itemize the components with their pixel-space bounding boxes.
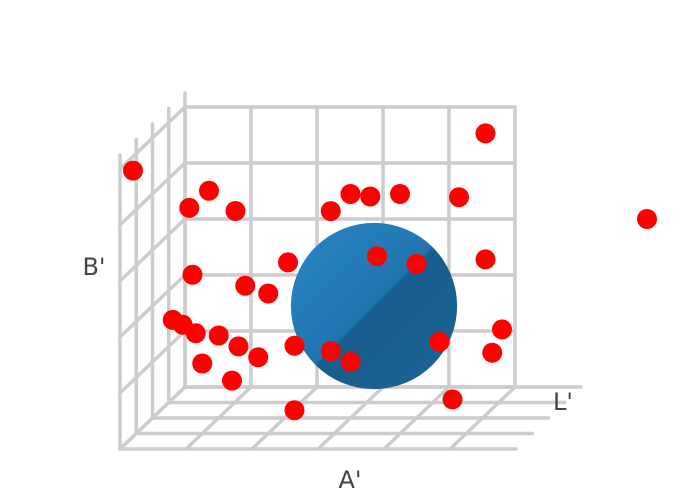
grid — [118, 91, 583, 451]
data-point — [492, 319, 512, 340]
y-axis-label: B' — [82, 253, 105, 281]
data-point — [637, 209, 657, 229]
grid-line — [118, 273, 187, 339]
data-point — [320, 201, 341, 222]
data-point — [192, 353, 213, 374]
data-point — [179, 197, 200, 218]
data-point — [367, 246, 387, 267]
data-point — [284, 400, 305, 421]
data-point — [429, 331, 450, 352]
data-point — [340, 184, 361, 204]
data-point — [248, 347, 269, 368]
data-point — [406, 254, 427, 274]
data-point — [449, 187, 469, 208]
data-point — [228, 336, 249, 357]
data-point — [225, 201, 246, 221]
grid-line — [118, 161, 187, 227]
data-point — [340, 352, 361, 372]
data-point — [235, 275, 256, 296]
data-point — [442, 389, 463, 410]
data-point — [390, 184, 410, 204]
data-point — [185, 323, 206, 344]
data-point — [284, 335, 305, 356]
data-point — [182, 264, 203, 285]
data-point — [222, 370, 242, 391]
data-point — [278, 252, 298, 273]
data-point — [208, 325, 229, 346]
data-point — [123, 160, 143, 181]
data-point — [482, 342, 503, 363]
grid-line — [118, 329, 187, 395]
data-point — [475, 123, 496, 144]
data-point — [320, 341, 341, 362]
grid-line — [118, 385, 187, 451]
points-layer — [123, 123, 657, 421]
data-point — [258, 283, 279, 304]
data-point — [360, 186, 381, 207]
data-point — [199, 180, 219, 201]
z-axis-label: L' — [553, 388, 573, 416]
grid-line — [118, 217, 187, 283]
data-point — [475, 249, 496, 270]
grid-line — [118, 105, 187, 171]
x-axis-label: A' — [338, 466, 361, 494]
